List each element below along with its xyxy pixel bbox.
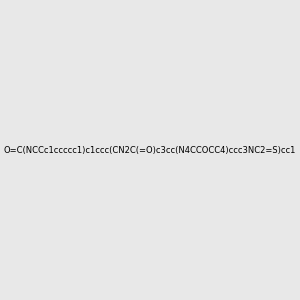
Text: O=C(NCCc1ccccc1)c1ccc(CN2C(=O)c3cc(N4CCOCC4)ccc3NC2=S)cc1: O=C(NCCc1ccccc1)c1ccc(CN2C(=O)c3cc(N4CCO… [4,146,296,154]
